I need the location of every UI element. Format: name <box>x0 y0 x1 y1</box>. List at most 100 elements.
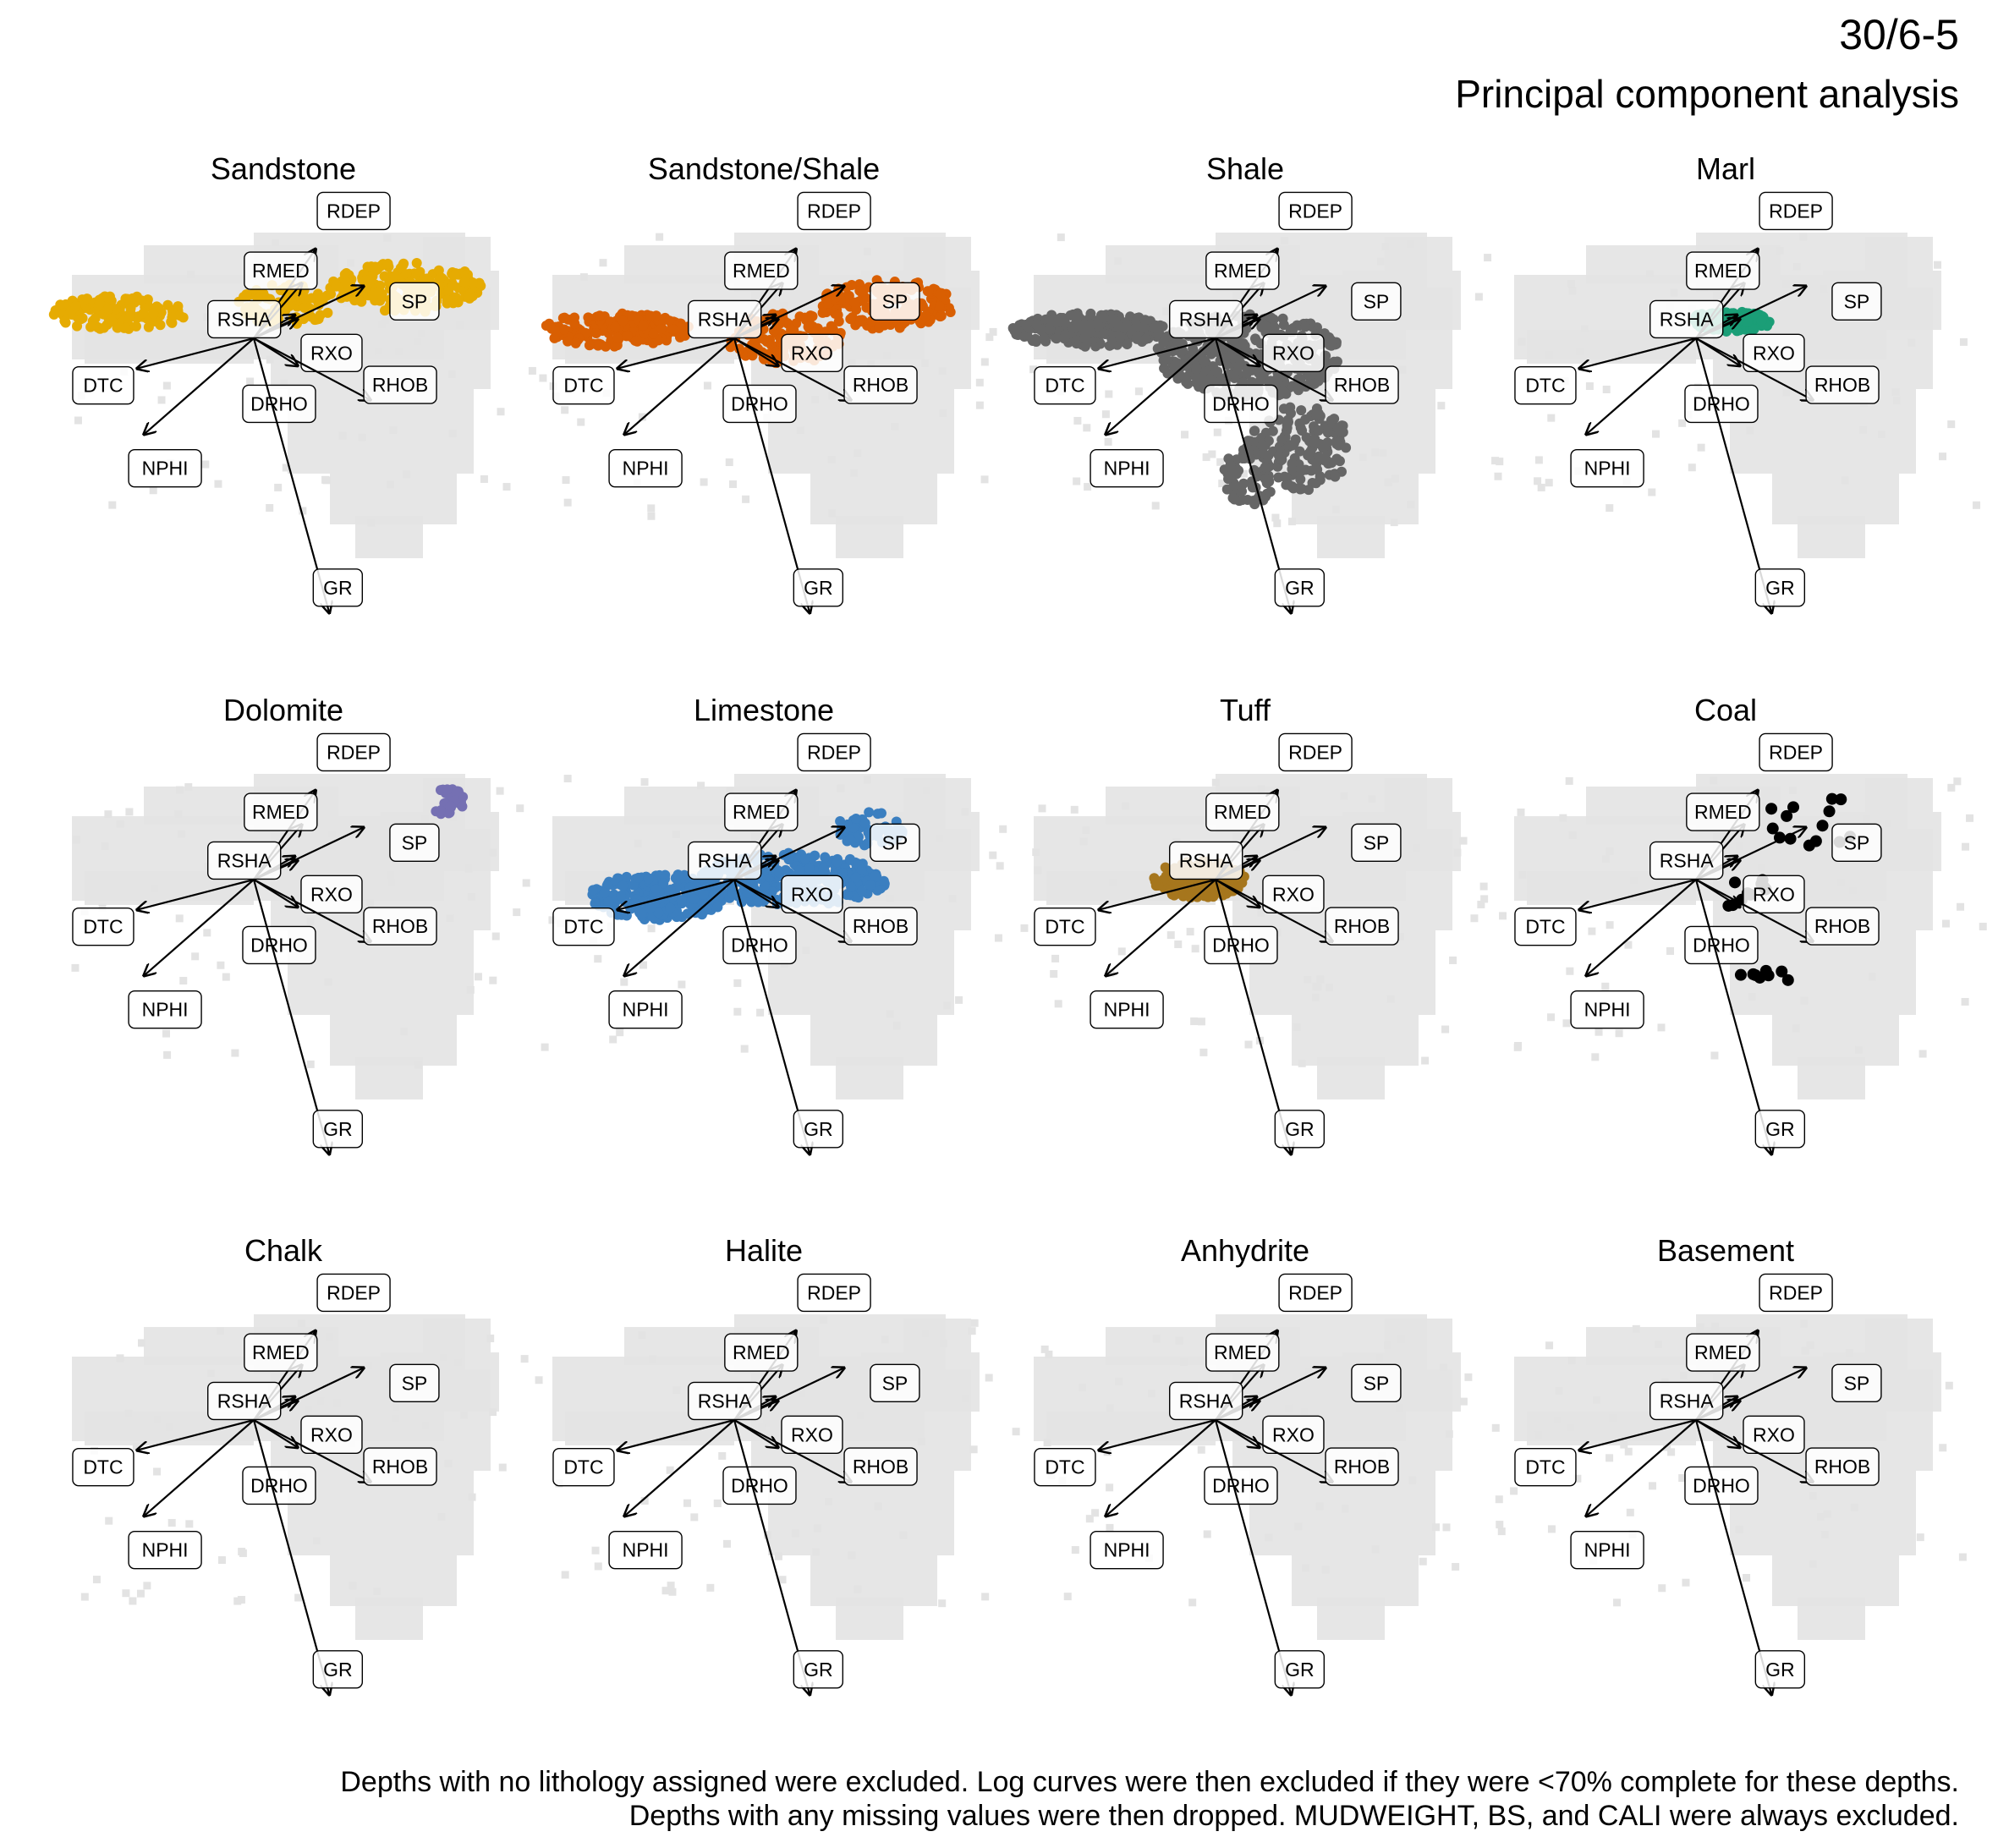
loading-label-box <box>312 568 364 607</box>
data-point <box>130 321 141 332</box>
loading-label-box <box>1805 1447 1880 1486</box>
data-point <box>1018 331 1029 342</box>
loading-label: SP <box>882 1372 908 1394</box>
data-point <box>1221 484 1232 495</box>
loading-label-box <box>1684 1466 1759 1505</box>
loading-label: RDEP <box>1769 200 1823 222</box>
data-point <box>1045 324 1056 335</box>
data-point <box>1161 354 1172 365</box>
loading-arrow <box>1214 337 1291 613</box>
loading-label-box <box>724 1333 799 1372</box>
loading-label-box <box>1831 823 1882 862</box>
loading-label: GR <box>1285 577 1315 599</box>
loading-label-box <box>1805 365 1880 404</box>
data-point <box>865 880 875 891</box>
loading-label-box <box>363 907 437 946</box>
loading-label: RHOB <box>1814 374 1870 396</box>
data-point <box>638 320 649 331</box>
loading-label: DRHO <box>731 934 788 956</box>
loading-label-box <box>1759 191 1833 231</box>
loading-label: SP <box>1364 290 1390 312</box>
loading-label: GR <box>323 1659 353 1681</box>
data-point <box>1334 456 1345 467</box>
loading-label: DTC <box>563 375 603 397</box>
data-point <box>1309 378 1320 389</box>
loading-label: RDEP <box>1288 200 1342 222</box>
loading-label: RHOB <box>1334 1456 1390 1478</box>
loading-label-box <box>1204 384 1278 424</box>
loading-label-box <box>688 841 762 880</box>
data-point <box>1748 324 1759 335</box>
loading-label: RMED <box>252 260 310 282</box>
loading-label-box <box>1090 448 1164 488</box>
loading-arrow <box>144 879 255 976</box>
facet-title: Chalk <box>244 1233 323 1268</box>
loading-label: DTC <box>83 916 123 938</box>
loading-label-box <box>316 732 391 772</box>
loading-label-box <box>244 1333 318 1372</box>
loading-arrow <box>733 1419 810 1695</box>
data-point <box>701 904 712 915</box>
loading-label: DTC <box>1525 375 1565 397</box>
data-point <box>1237 495 1248 506</box>
data-point <box>846 881 857 892</box>
loading-label: RSHA <box>698 849 753 871</box>
data-point <box>844 853 855 864</box>
loading-label-box <box>608 448 683 488</box>
data-point <box>665 884 676 895</box>
loading-label-box <box>1034 1448 1096 1487</box>
data-point <box>1265 376 1276 387</box>
loading-label: RXO <box>791 1423 833 1445</box>
loading-label-box <box>312 1650 364 1689</box>
loading-label-box <box>1351 1363 1402 1402</box>
loading-label-box <box>363 365 437 404</box>
data-point <box>433 265 444 276</box>
data-point <box>1098 328 1109 339</box>
data-point <box>167 312 178 323</box>
loading-arrow <box>253 337 371 400</box>
loading-label-box <box>72 366 134 405</box>
loading-arrow <box>1215 1419 1332 1482</box>
data-point <box>1285 402 1296 413</box>
data-point <box>584 340 595 351</box>
facet-title: Anhydrite <box>1181 1233 1309 1268</box>
data-point <box>1085 319 1096 330</box>
data-point <box>1330 470 1341 481</box>
data-point <box>1276 389 1287 400</box>
loading-label-box <box>1274 1650 1326 1689</box>
data-point <box>467 277 478 288</box>
data-point <box>1037 324 1048 335</box>
loading-label-box <box>1090 1530 1164 1570</box>
loading-label: DTC <box>1525 1456 1565 1478</box>
data-point <box>643 874 654 885</box>
loading-arrow <box>618 1418 735 1450</box>
data-point <box>676 895 687 906</box>
data-point <box>679 330 690 341</box>
facet-points <box>1007 308 1352 510</box>
data-point <box>616 891 627 902</box>
loading-label: RHOB <box>853 1456 908 1478</box>
data-point <box>401 269 412 280</box>
loading-label-box <box>244 251 318 290</box>
loading-arrow <box>1106 879 1216 976</box>
loading-label: GR <box>804 577 833 599</box>
data-point <box>1257 440 1268 451</box>
loading-label: SP <box>402 831 428 853</box>
loading-label: DRHO <box>1693 1474 1750 1496</box>
data-point <box>595 310 606 321</box>
data-point <box>653 908 664 919</box>
loading-label: RSHA <box>1660 308 1715 330</box>
loading-label-box <box>1034 366 1096 405</box>
loading-label: RMED <box>1214 1341 1271 1363</box>
data-point <box>102 304 113 315</box>
data-point <box>832 310 843 321</box>
loading-arrow <box>1214 1419 1291 1695</box>
data-point <box>818 864 829 875</box>
data-point <box>1747 968 1759 980</box>
footnote-line-2: Depths with any missing values were then… <box>628 1800 1959 1832</box>
loading-arrow <box>1214 879 1291 1154</box>
data-point <box>1011 329 1022 340</box>
loading-arrow <box>733 879 810 1154</box>
facet-panel: Tuff RDEP RMED SP RXO RSHA DTC NPHI DRHO RHOB GR <box>1032 693 1507 1154</box>
